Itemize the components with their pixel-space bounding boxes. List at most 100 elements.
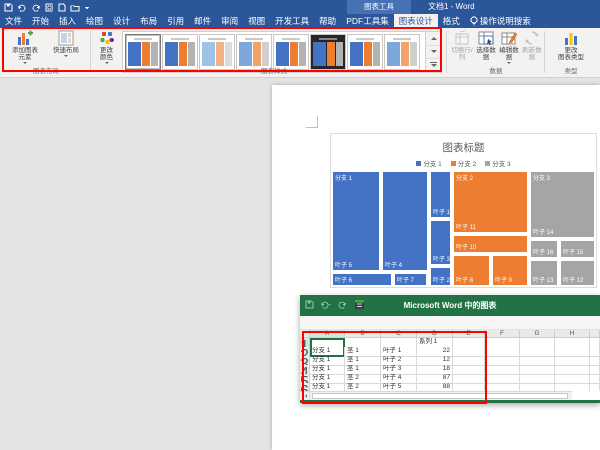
grid-cell[interactable] [520, 383, 555, 391]
redo-icon[interactable] [337, 300, 348, 309]
treemap-cell[interactable]: 叶子 7 [394, 273, 427, 286]
save-icon[interactable] [4, 2, 13, 12]
gallery-more-icon[interactable] [426, 59, 441, 72]
scroll-left-icon[interactable] [300, 392, 310, 400]
grid-cell[interactable]: 分支 1 [310, 383, 345, 391]
sheet-icon[interactable] [354, 299, 365, 310]
treemap-cell[interactable]: 叶子 4 [382, 171, 428, 271]
excel-title-bar[interactable]: Microsoft Word 中的图表 [300, 295, 600, 316]
treemap-cell[interactable]: 分支 3 叶子 14 [530, 171, 595, 238]
menu-tab[interactable]: 帮助 [319, 16, 337, 26]
treemap-chart[interactable]: 图表标题 分支 1 分支 2 分支 3 分支 1 叶子 5 叶子 4 叶子 1 叶子 3 叶子… [330, 133, 597, 288]
excel-h-scrollbar[interactable] [300, 391, 572, 400]
chart-style-thumbnail[interactable] [125, 34, 161, 70]
chart-style-thumbnail[interactable] [199, 34, 235, 70]
row-header[interactable]: 5 [300, 374, 310, 391]
menu-tab[interactable]: 开始 [32, 16, 50, 26]
menu-tab[interactable]: 设计 [113, 16, 131, 26]
grid-cell[interactable]: 茎 2 [345, 374, 381, 391]
select-data-button[interactable]: 选择数据 [474, 30, 498, 72]
grid-cell[interactable]: 87 [417, 374, 453, 391]
refresh-data-button[interactable]: 刷新数据 [520, 30, 544, 72]
chart-title[interactable]: 图表标题 [442, 142, 485, 154]
undo-icon[interactable] [320, 300, 331, 309]
menu-tab[interactable]: PDF工具集 [346, 16, 389, 26]
treemap-cell[interactable]: 叶子 8 [453, 255, 490, 286]
grid-cell[interactable]: 88 [417, 383, 453, 391]
chart-style-thumbnail[interactable] [347, 34, 383, 70]
print-preview-icon[interactable] [45, 2, 54, 12]
grid-cell[interactable] [555, 374, 590, 391]
column-header[interactable]: D [417, 330, 453, 338]
tell-me-search[interactable]: 操作说明搜索 [465, 14, 536, 28]
edit-data-button[interactable]: 编辑数 据 [498, 30, 520, 72]
switch-row-col-button[interactable]: 切换行/列 [450, 30, 474, 72]
grid-cell[interactable] [590, 383, 600, 391]
treemap-cell[interactable]: 叶子 1 [430, 171, 451, 218]
chart-legend[interactable]: 分支 1 分支 2 分支 3 [331, 158, 596, 168]
grid-cell[interactable]: 叶子 4 [381, 374, 417, 391]
menu-tab[interactable]: 绘图 [86, 16, 104, 26]
menu-tab[interactable]: 格式 [442, 16, 460, 26]
save-icon[interactable] [305, 300, 314, 309]
change-colors-button[interactable]: 更改 颜色 [93, 30, 120, 72]
menu-tab[interactable]: 插入 [59, 16, 77, 26]
redo-icon[interactable] [31, 3, 41, 12]
treemap-cell[interactable]: 叶子 16 [530, 240, 558, 258]
treemap-cell[interactable]: 叶子 15 [560, 240, 595, 258]
chart-style-thumbnail[interactable] [273, 34, 309, 70]
column-header[interactable]: B [345, 330, 381, 338]
treemap-cell[interactable]: 叶子 12 [560, 260, 595, 286]
scrollbar-thumb[interactable] [312, 393, 568, 399]
menu-tab[interactable]: 开发工具 [275, 16, 310, 26]
open-icon[interactable] [70, 3, 80, 12]
treemap-cell[interactable]: 叶子 6 [332, 273, 392, 286]
column-header[interactable]: G [520, 330, 555, 338]
change-chart-type-button[interactable]: 更改 图表类型 [550, 30, 592, 72]
new-doc-icon[interactable] [58, 3, 66, 12]
menu-tab[interactable]: 布局 [140, 16, 158, 26]
menu-tab[interactable]: 视图 [248, 16, 266, 26]
legend-item[interactable]: 分支 2 [450, 158, 476, 168]
grid-cell[interactable] [520, 374, 555, 391]
legend-item[interactable]: 分支 3 [485, 158, 511, 168]
menu-tab[interactable]: 邮件 [194, 16, 212, 26]
column-header[interactable]: C [381, 330, 417, 338]
grid-cell[interactable]: 叶子 5 [381, 383, 417, 391]
gallery-down-icon[interactable] [426, 46, 441, 60]
grid-cell[interactable] [485, 383, 520, 391]
column-header[interactable]: E [453, 330, 485, 338]
add-chart-element-button[interactable]: 添加图表 元素 [6, 30, 44, 72]
treemap-cell[interactable]: 叶子 10 [453, 235, 528, 253]
column-header[interactable]: F [485, 330, 520, 338]
qat-customize-caret[interactable] [84, 3, 90, 12]
treemap-cell[interactable]: 叶子 9 [492, 255, 528, 286]
menu-tab[interactable]: 引用 [167, 16, 185, 26]
column-header[interactable]: A [310, 330, 345, 338]
chart-style-thumbnail[interactable] [384, 34, 420, 70]
menu-tab[interactable]: 图表设计 [393, 14, 438, 28]
chart-style-thumbnail[interactable] [236, 34, 272, 70]
menu-tab[interactable]: 文件 [5, 16, 23, 26]
treemap-cell[interactable]: 叶子 13 [530, 260, 558, 286]
chart-style-thumbnail[interactable] [162, 34, 198, 70]
legend-item[interactable]: 分支 1 [416, 158, 442, 168]
row-header[interactable]: 6 [300, 383, 310, 391]
column-header[interactable] [300, 330, 310, 338]
grid-cell[interactable] [453, 374, 485, 391]
grid-cell[interactable] [485, 374, 520, 391]
gallery-up-icon[interactable] [426, 32, 441, 46]
treemap-cell[interactable]: 叶子 3 [430, 220, 451, 265]
treemap-cell[interactable]: 分支 1 叶子 5 [332, 171, 380, 271]
grid-cell[interactable]: 茎 2 [345, 383, 381, 391]
grid-cell[interactable] [555, 383, 590, 391]
grid-cell[interactable]: 分支 1 [310, 374, 345, 391]
chart-style-thumbnail[interactable] [310, 34, 346, 70]
menu-tab[interactable]: 审阅 [221, 16, 239, 26]
grid-cell[interactable] [453, 383, 485, 391]
undo-icon[interactable] [17, 3, 27, 12]
treemap-cell[interactable]: 叶子 2 [430, 267, 451, 286]
column-header[interactable]: H [555, 330, 590, 338]
column-header[interactable] [590, 330, 600, 338]
treemap-cell[interactable]: 分支 2 叶子 11 [453, 171, 528, 233]
